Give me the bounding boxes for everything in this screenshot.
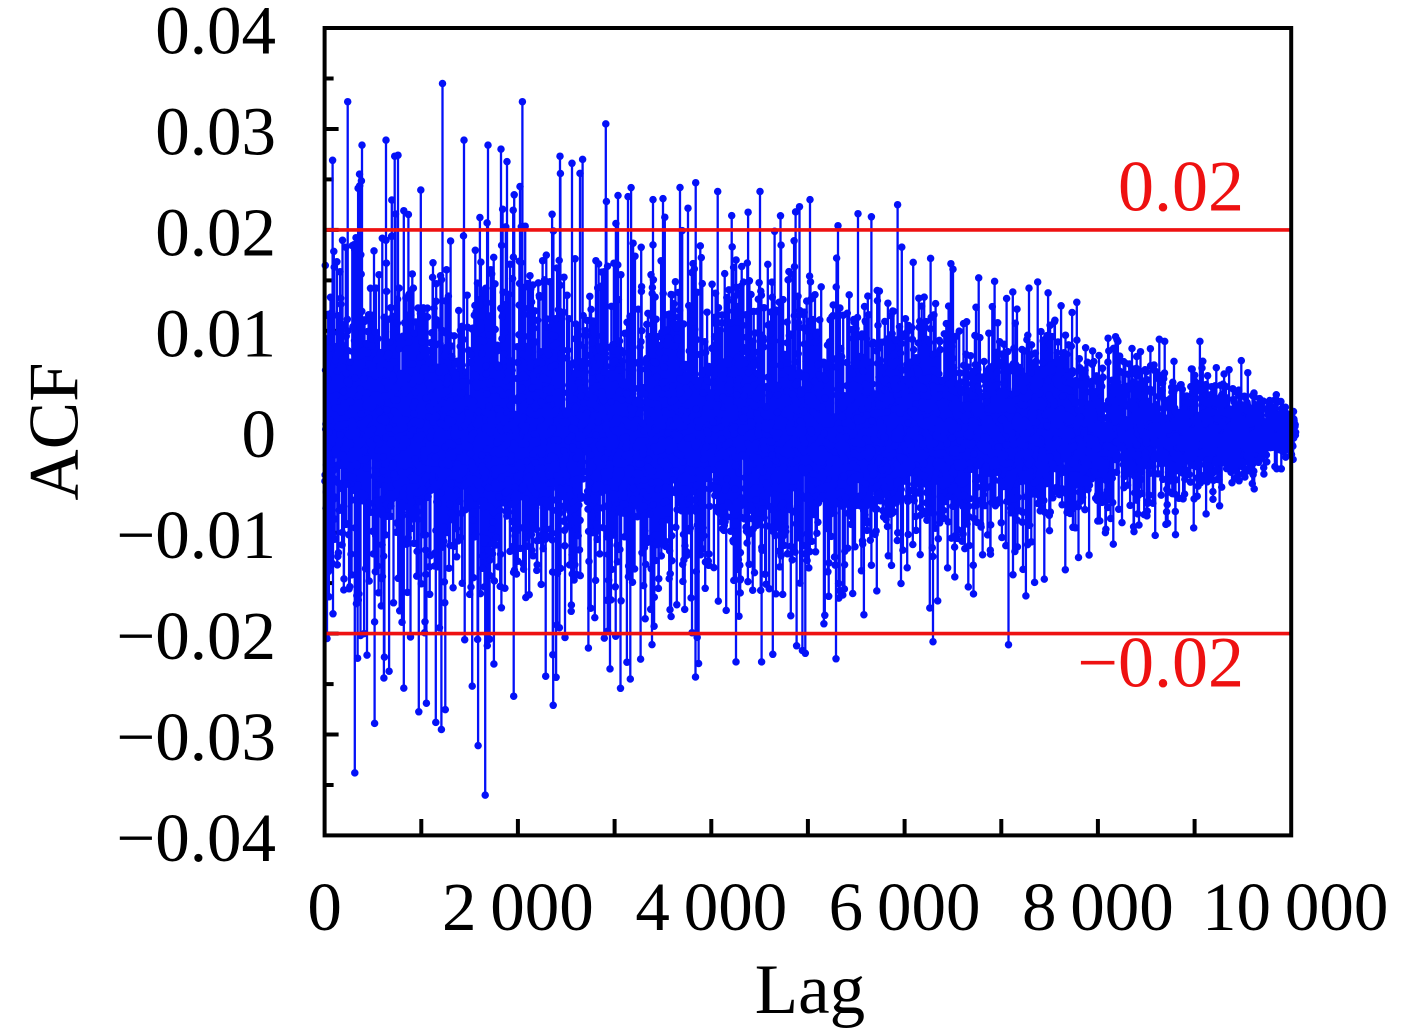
svg-text:0.03: 0.03 bbox=[155, 94, 276, 170]
svg-text:−0.01: −0.01 bbox=[116, 497, 276, 573]
svg-text:−0.02: −0.02 bbox=[116, 598, 276, 674]
svg-text:6 000: 6 000 bbox=[829, 869, 981, 945]
svg-text:0: 0 bbox=[242, 396, 277, 472]
svg-text:Lag: Lag bbox=[755, 951, 865, 1029]
svg-text:4 000: 4 000 bbox=[635, 869, 787, 945]
svg-text:−0.02: −0.02 bbox=[1077, 623, 1244, 703]
svg-text:0.02: 0.02 bbox=[1118, 147, 1244, 227]
svg-text:8 000: 8 000 bbox=[1022, 869, 1174, 945]
svg-text:−0.04: −0.04 bbox=[116, 800, 276, 876]
svg-text:0.01: 0.01 bbox=[155, 295, 276, 371]
svg-text:0.04: 0.04 bbox=[155, 0, 276, 69]
svg-text:0: 0 bbox=[307, 869, 342, 945]
svg-text:10 000: 10 000 bbox=[1202, 869, 1388, 945]
svg-text:2 000: 2 000 bbox=[442, 869, 594, 945]
svg-text:0.02: 0.02 bbox=[155, 194, 276, 270]
svg-text:ACF: ACF bbox=[16, 362, 94, 500]
svg-text:−0.03: −0.03 bbox=[116, 699, 276, 775]
